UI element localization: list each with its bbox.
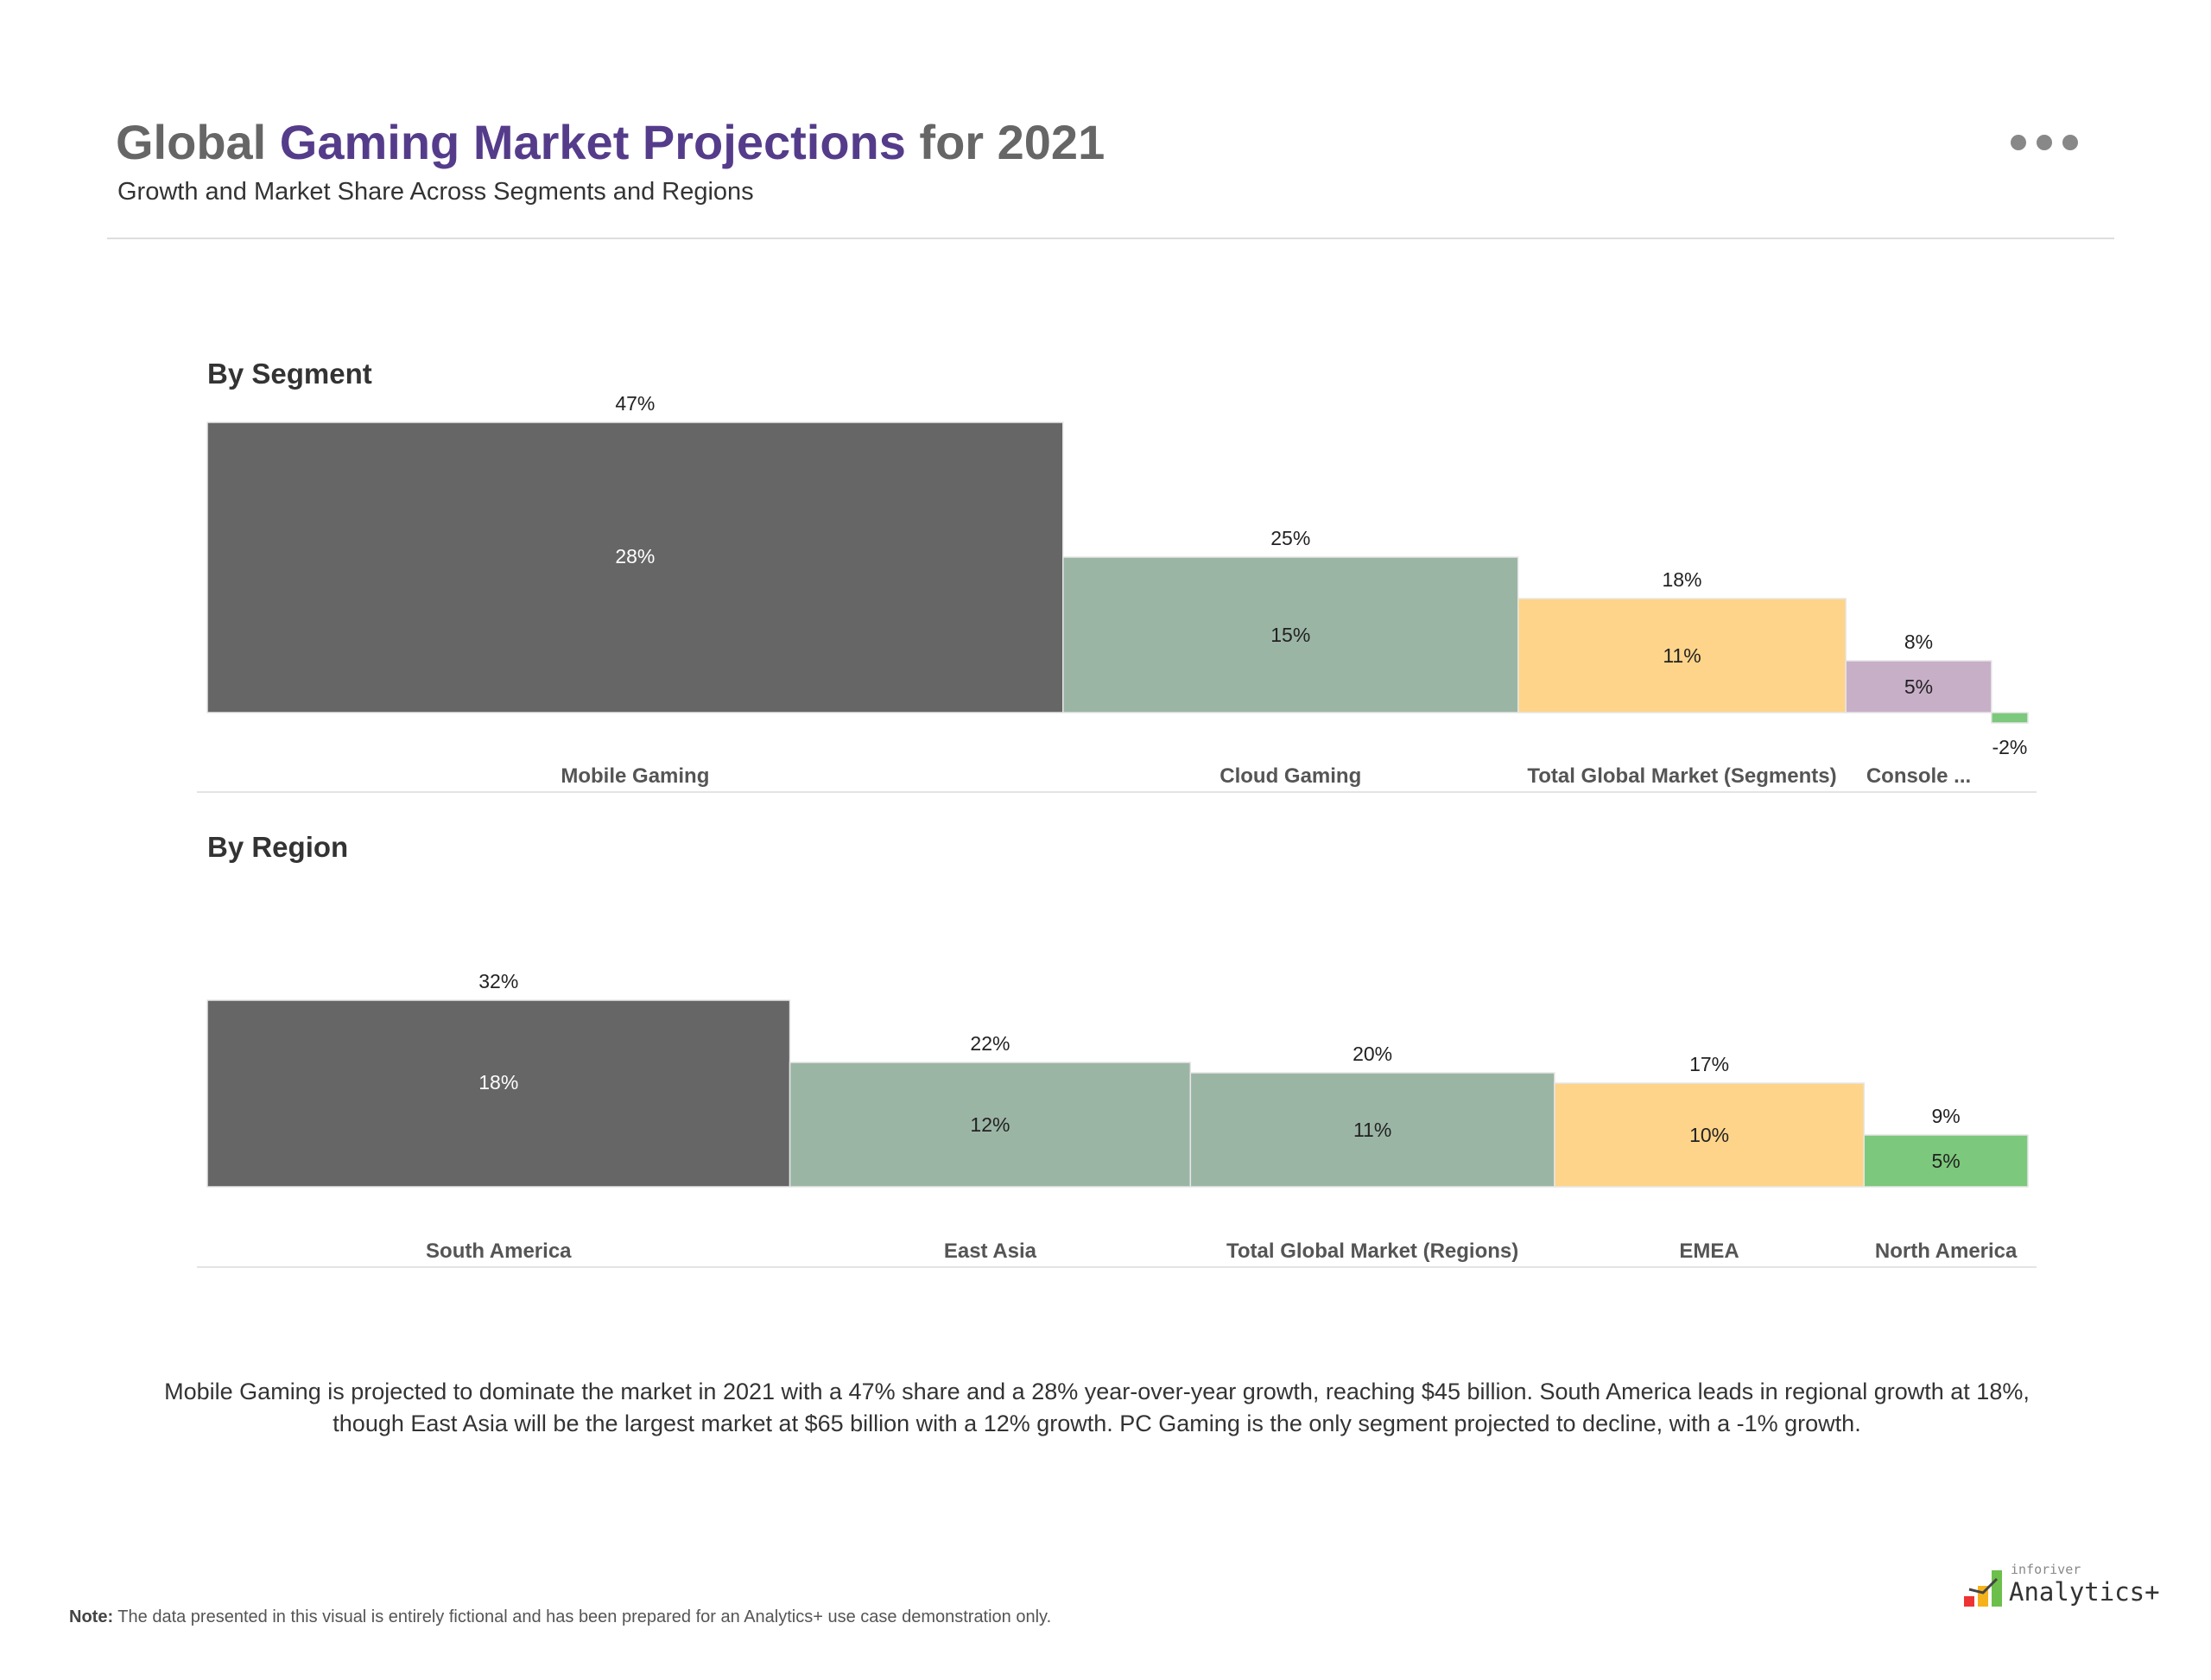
growth-label: 18% [478,1071,518,1094]
bar-unlabeled [1991,712,2029,724]
title-suffix: for 2021 [905,115,1106,169]
region-chart-title: By Region [207,831,349,863]
category-label: Total Global Market (Segments) [1527,764,1836,788]
category-label: North America [1875,1239,2018,1263]
share-label: 47% [615,392,655,415]
ellipsis-icon [2037,135,2052,150]
growth-label: 10% [1689,1124,1729,1146]
share-label: 32% [478,970,518,992]
growth-label: 15% [1270,624,1310,646]
growth-label: 28% [615,545,655,567]
summary-text: Mobile Gaming is projected to dominate t… [164,1379,2030,1436]
title-prefix: Global [116,115,280,169]
share-label: 22% [970,1032,1010,1055]
growth-label: 12% [970,1113,1010,1136]
bar-emea [1554,1082,1866,1188]
note-text: The data presented in this visual is ent… [113,1607,1052,1626]
region-axis-line [197,1266,2037,1268]
bar-south-america [206,999,791,1188]
bar-cloud-gaming [1062,556,1519,713]
bar-total-global-market-segments- [1517,598,1847,713]
bar-east-asia [789,1062,1192,1188]
note-label: Note: [69,1607,114,1626]
growth-label: 5% [1932,1150,1961,1172]
share-label: 17% [1689,1053,1729,1075]
bar-mobile-gaming [206,422,1064,713]
analytics-plus-logo: inforiver Analytics+ [1961,1562,2168,1613]
category-label: South America [426,1239,572,1263]
bar-console- [1845,660,1992,713]
growth-label: 5% [1904,675,1933,698]
bar-chart-logo-icon [1964,1570,2002,1607]
title-highlight: Gaming Market Projections [279,115,906,169]
logo-big-text: Analytics+ [2009,1577,2160,1607]
share-label: 20% [1353,1043,1392,1065]
page-title: Global Gaming Market Projections for 202… [116,114,1105,170]
ellipsis-icon [2062,135,2078,150]
category-label: Cloud Gaming [1220,764,1361,788]
share-label: 25% [1270,527,1310,549]
category-label: Total Global Market (Regions) [1226,1239,1518,1263]
share-label: -2% [1992,736,2027,758]
share-label: 18% [1662,568,1701,591]
segment-chart-title: By Segment [207,358,372,390]
bar-north-america [1863,1134,2029,1188]
growth-label: 11% [1663,644,1701,667]
header-divider [107,238,2114,239]
category-label: Console ... [1866,764,1971,788]
more-options-button[interactable] [2011,135,2078,150]
logo-small-text: inforiver [2011,1562,2081,1577]
page-subtitle: Growth and Market Share Across Segments … [117,178,754,206]
bar-total-global-market-regions- [1189,1072,1555,1188]
category-label: East Asia [944,1239,1037,1263]
category-label: EMEA [1679,1239,1739,1263]
ellipsis-icon [2011,135,2026,150]
share-label: 9% [1932,1105,1961,1127]
growth-label: 11% [1353,1119,1391,1141]
segment-axis-line [197,791,2037,793]
footnote: Note: The data presented in this visual … [69,1607,1051,1627]
category-label: Mobile Gaming [561,764,709,788]
share-label: 8% [1904,631,1933,653]
